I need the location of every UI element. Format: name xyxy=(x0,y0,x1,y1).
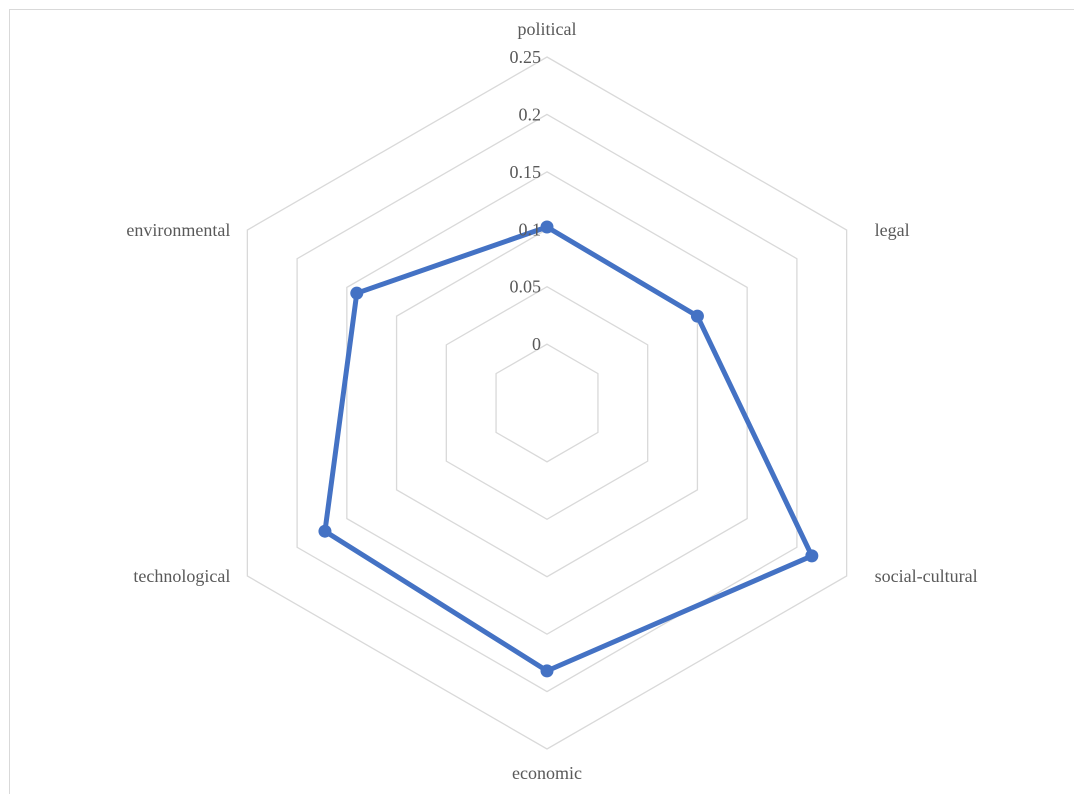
category-label-social-cultural: social-cultural xyxy=(875,566,978,586)
tick-label: 0.15 xyxy=(510,162,542,182)
tick-labels: 0 0.05 0.1 0.15 0.2 0.25 xyxy=(510,47,542,354)
category-label-legal: legal xyxy=(875,220,910,240)
data-point-technological xyxy=(318,524,332,538)
tick-label: 0.25 xyxy=(510,47,542,67)
data-point-legal xyxy=(690,309,704,323)
tick-label: 0.05 xyxy=(510,277,542,297)
grid-ring xyxy=(296,113,798,693)
data-point-social-cultural xyxy=(805,549,819,563)
tick-label: 0 xyxy=(532,334,541,354)
chart-area xyxy=(9,9,1074,794)
data-point-political xyxy=(540,220,554,234)
tick-label: 0.2 xyxy=(519,104,542,124)
category-label-economic: economic xyxy=(512,763,582,783)
grid-ring xyxy=(445,285,649,521)
tick-label: 0.1 xyxy=(519,219,542,239)
category-label-technological: technological xyxy=(133,566,230,586)
grid-ring xyxy=(346,171,748,635)
grid-layer xyxy=(246,56,848,750)
category-label-political: political xyxy=(518,19,577,39)
category-label-environmental: environmental xyxy=(126,220,230,240)
data-point-economic xyxy=(540,664,554,678)
series-layer xyxy=(318,220,819,678)
grid-ring xyxy=(395,228,699,578)
grid-ring xyxy=(495,343,599,463)
grid-ring xyxy=(246,56,848,750)
data-point-environmental xyxy=(350,286,364,300)
category-labels: political legal social-cultural economic tec… xyxy=(126,19,977,783)
